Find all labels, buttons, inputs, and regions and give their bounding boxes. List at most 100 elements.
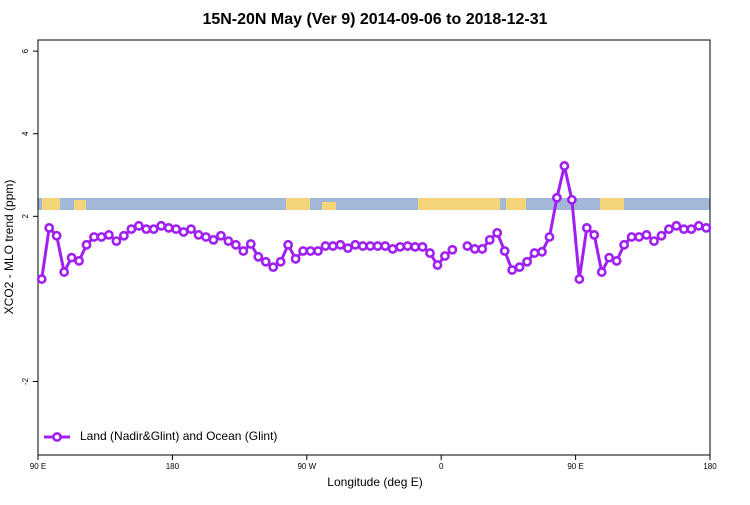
data-point: [402, 241, 413, 251]
data-point: [320, 241, 331, 251]
data-point: [492, 227, 503, 238]
data-point: [156, 220, 167, 231]
data-point: [290, 253, 301, 264]
data-point: [552, 192, 562, 203]
data-point: [619, 239, 630, 250]
data-point: [566, 194, 577, 205]
data-point: [74, 256, 84, 266]
data-point: [484, 234, 495, 245]
data-point: [36, 274, 47, 284]
data-point: [671, 220, 682, 231]
data-point: [96, 232, 107, 242]
data-point: [544, 232, 555, 242]
data-point: [559, 161, 570, 171]
data-point: [499, 246, 510, 256]
data-point: [238, 246, 249, 256]
data-point: [581, 222, 592, 233]
land-patch: [42, 198, 60, 210]
data-point: [425, 248, 435, 258]
data-point: [686, 224, 697, 235]
legend-label: Land (Nadir&Glint) and Ocean (Glint): [80, 429, 277, 443]
data-point: [66, 252, 77, 263]
y-tick-label: 4: [21, 131, 30, 136]
data-point: [634, 232, 644, 242]
data-point: [118, 230, 129, 241]
data-point: [268, 262, 279, 273]
data-point: [372, 241, 383, 251]
data-point: [395, 241, 406, 252]
data-point: [208, 234, 219, 245]
data-point: [664, 224, 674, 235]
data-point: [342, 243, 353, 254]
data-point: [230, 239, 241, 250]
data-point: [81, 239, 92, 250]
land-patch: [74, 200, 86, 210]
data-point: [201, 232, 211, 242]
data-point: [477, 244, 488, 254]
land-patch: [286, 198, 310, 210]
data-point: [245, 239, 256, 249]
data-point: [656, 230, 667, 241]
x-tick-label: 180: [703, 462, 717, 471]
data-point: [44, 222, 55, 233]
x-tick-label: 90 E: [30, 462, 46, 471]
data-point: [141, 224, 152, 235]
data-point: [260, 256, 271, 267]
chart-title: 15N-20N May (Ver 9) 2014-09-06 to 2018-1…: [202, 11, 547, 28]
data-point: [216, 230, 226, 241]
data-point: [350, 239, 361, 250]
data-point: [589, 230, 600, 240]
x-tick-label: 180: [166, 462, 180, 471]
data-point: [611, 256, 622, 266]
data-point: [604, 252, 615, 263]
land-patch: [506, 198, 526, 210]
y-tick-label: 2: [21, 214, 30, 219]
data-point: [641, 230, 652, 240]
data-point: [447, 244, 458, 255]
data-point: [596, 267, 607, 277]
data-point: [104, 230, 114, 240]
data-point: [522, 256, 532, 267]
data-point: [574, 274, 585, 284]
data-point: [387, 244, 398, 254]
data-point: [514, 262, 525, 273]
data-point: [89, 232, 99, 242]
x-axis-label: Longitude (deg E): [327, 475, 422, 489]
ocean-band: [38, 198, 710, 210]
data-point: [51, 230, 62, 241]
data-point: [417, 241, 428, 252]
data-point: [133, 220, 144, 231]
data-point: [693, 220, 704, 231]
data-point: [305, 246, 316, 256]
plot-frame: [37, 39, 711, 456]
data-point: [626, 232, 637, 242]
data-point: [410, 241, 420, 252]
land-patch: [322, 202, 336, 210]
x-tick-label: 0: [439, 462, 444, 471]
land-patch: [600, 198, 624, 210]
y-tick-label: -2: [21, 377, 30, 385]
x-tick-label: 90 W: [297, 462, 316, 471]
y-axis-label: XCO2 - MLO trend (ppm): [2, 180, 16, 315]
data-point: [313, 246, 323, 256]
y-tick-label: 6: [21, 48, 30, 53]
data-point: [178, 227, 189, 237]
data-point: [335, 239, 346, 250]
data-point: [126, 224, 137, 235]
data-point: [193, 230, 204, 240]
data-point: [440, 251, 450, 261]
data-point: [328, 241, 338, 251]
data-point: [253, 251, 264, 262]
data-point: [59, 267, 70, 277]
data-point: [380, 241, 391, 251]
data-point: [507, 265, 518, 275]
data-point: [537, 246, 547, 257]
x-tick-label: 90 E: [567, 462, 583, 471]
data-point: [275, 256, 286, 267]
data-point: [462, 241, 473, 251]
data-point: [432, 260, 443, 270]
data-point: [298, 246, 308, 256]
data-point: [529, 248, 540, 258]
data-point: [163, 222, 174, 233]
